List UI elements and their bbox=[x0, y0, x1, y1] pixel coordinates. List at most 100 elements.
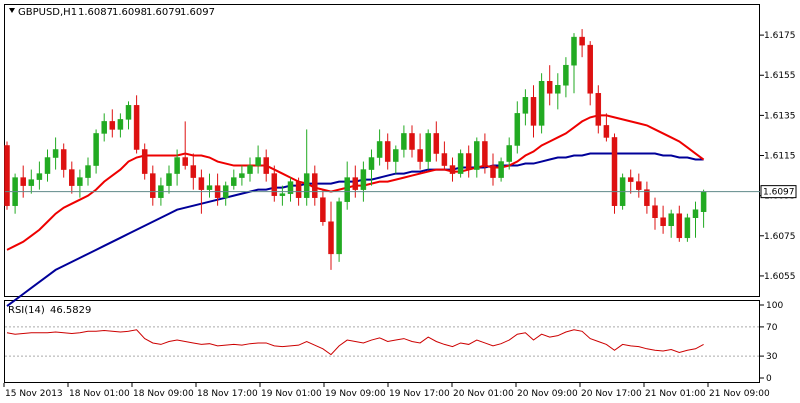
candle bbox=[490, 153, 496, 186]
candle bbox=[700, 189, 707, 228]
candle bbox=[174, 149, 180, 186]
candle bbox=[336, 197, 342, 262]
candle bbox=[28, 169, 35, 194]
candle-body bbox=[239, 173, 245, 178]
candle-body bbox=[433, 133, 440, 154]
candle bbox=[222, 181, 229, 206]
candle-body bbox=[150, 173, 156, 198]
candle bbox=[328, 201, 334, 270]
rsi-axis-label: 30 bbox=[766, 352, 778, 362]
candle bbox=[506, 137, 512, 170]
candle bbox=[182, 121, 188, 170]
candle bbox=[368, 149, 375, 186]
candle-body bbox=[652, 205, 658, 218]
candle-body bbox=[352, 177, 359, 190]
candle-body bbox=[644, 189, 650, 206]
candle bbox=[660, 205, 666, 234]
candle bbox=[287, 177, 294, 202]
candle-body bbox=[546, 81, 553, 94]
candle-body bbox=[360, 169, 367, 190]
time-axis-label: 21 Nov 09:00 bbox=[709, 389, 770, 399]
candle-body bbox=[571, 36, 577, 66]
candle-body bbox=[417, 149, 423, 162]
price-axis-label: 1.6055 bbox=[764, 272, 796, 282]
candle bbox=[449, 157, 456, 182]
candle bbox=[141, 143, 148, 180]
time-axis-label: 18 Nov 01:00 bbox=[69, 389, 130, 399]
candle bbox=[101, 113, 107, 142]
rsi-axis-label: 100 bbox=[766, 301, 783, 311]
candle-body bbox=[498, 161, 504, 178]
rsi-value: 46.5829 bbox=[50, 305, 91, 316]
candle bbox=[627, 169, 634, 194]
candle-body bbox=[506, 145, 512, 162]
candle-body bbox=[595, 93, 602, 126]
candle-body bbox=[320, 197, 326, 222]
time-axis-label: 19 Nov 09:00 bbox=[325, 389, 386, 399]
rsi-axis-label: 70 bbox=[766, 323, 778, 333]
candle-body bbox=[20, 177, 26, 186]
rsi-axis: 100 70 30 0 bbox=[760, 301, 783, 384]
candle-body bbox=[28, 179, 35, 186]
candle bbox=[263, 149, 269, 182]
candle-body bbox=[482, 141, 488, 166]
candle bbox=[393, 145, 399, 174]
candle-body bbox=[174, 157, 180, 174]
candle bbox=[93, 129, 99, 174]
candle bbox=[530, 85, 537, 138]
ohlc-low: 1.6079 bbox=[146, 7, 181, 18]
candle-body bbox=[474, 141, 480, 170]
candle-body bbox=[603, 125, 610, 138]
candle-body bbox=[627, 177, 634, 182]
candle-body bbox=[660, 217, 666, 227]
candle-body bbox=[530, 97, 537, 126]
candle bbox=[482, 133, 488, 174]
candle-body bbox=[490, 165, 496, 178]
candle bbox=[133, 95, 140, 154]
candle-body bbox=[109, 121, 116, 130]
chart-down-arrow-icon bbox=[9, 8, 15, 13]
ohlc-open: 1.6087 bbox=[78, 7, 113, 18]
candle bbox=[69, 161, 75, 194]
candle bbox=[595, 85, 602, 134]
candle-body bbox=[190, 165, 197, 178]
candle bbox=[457, 149, 464, 178]
candle bbox=[376, 129, 383, 166]
candle bbox=[117, 113, 124, 138]
rsi-levels bbox=[5, 326, 760, 357]
time-axis-label: 19 Nov 01:00 bbox=[261, 389, 322, 399]
candle bbox=[636, 173, 642, 198]
chart-header: GBPUSD,H1 1.6087 1.6098 1.6079 1.6097 bbox=[9, 7, 215, 18]
time-axis-label: 21 Nov 01:00 bbox=[645, 389, 706, 399]
rsi-label: RSI(14) bbox=[8, 305, 45, 316]
candle-body bbox=[85, 165, 91, 178]
candles bbox=[4, 29, 707, 270]
candle-body bbox=[449, 165, 456, 174]
candle-body bbox=[538, 81, 545, 126]
candle-body bbox=[611, 137, 618, 206]
time-axis-label: 15 Nov 2013 bbox=[5, 389, 63, 399]
candle-body bbox=[336, 201, 342, 255]
candle bbox=[344, 161, 350, 210]
candle bbox=[4, 141, 10, 210]
candle bbox=[441, 141, 448, 170]
candle bbox=[644, 181, 650, 214]
candle bbox=[538, 73, 545, 134]
candle bbox=[320, 189, 326, 226]
candle bbox=[60, 143, 67, 178]
candle bbox=[555, 73, 561, 110]
moving-averages bbox=[6, 114, 705, 307]
rsi-axis-label: 0 bbox=[766, 374, 772, 384]
candle-body bbox=[101, 121, 107, 134]
candle-body bbox=[344, 177, 350, 202]
candle bbox=[231, 169, 237, 190]
candle bbox=[255, 145, 261, 174]
candle-body bbox=[117, 119, 124, 130]
candle-body bbox=[368, 157, 375, 170]
candle-body bbox=[692, 209, 699, 218]
candle-body bbox=[93, 133, 99, 166]
candle bbox=[417, 133, 423, 170]
candle bbox=[52, 137, 59, 170]
